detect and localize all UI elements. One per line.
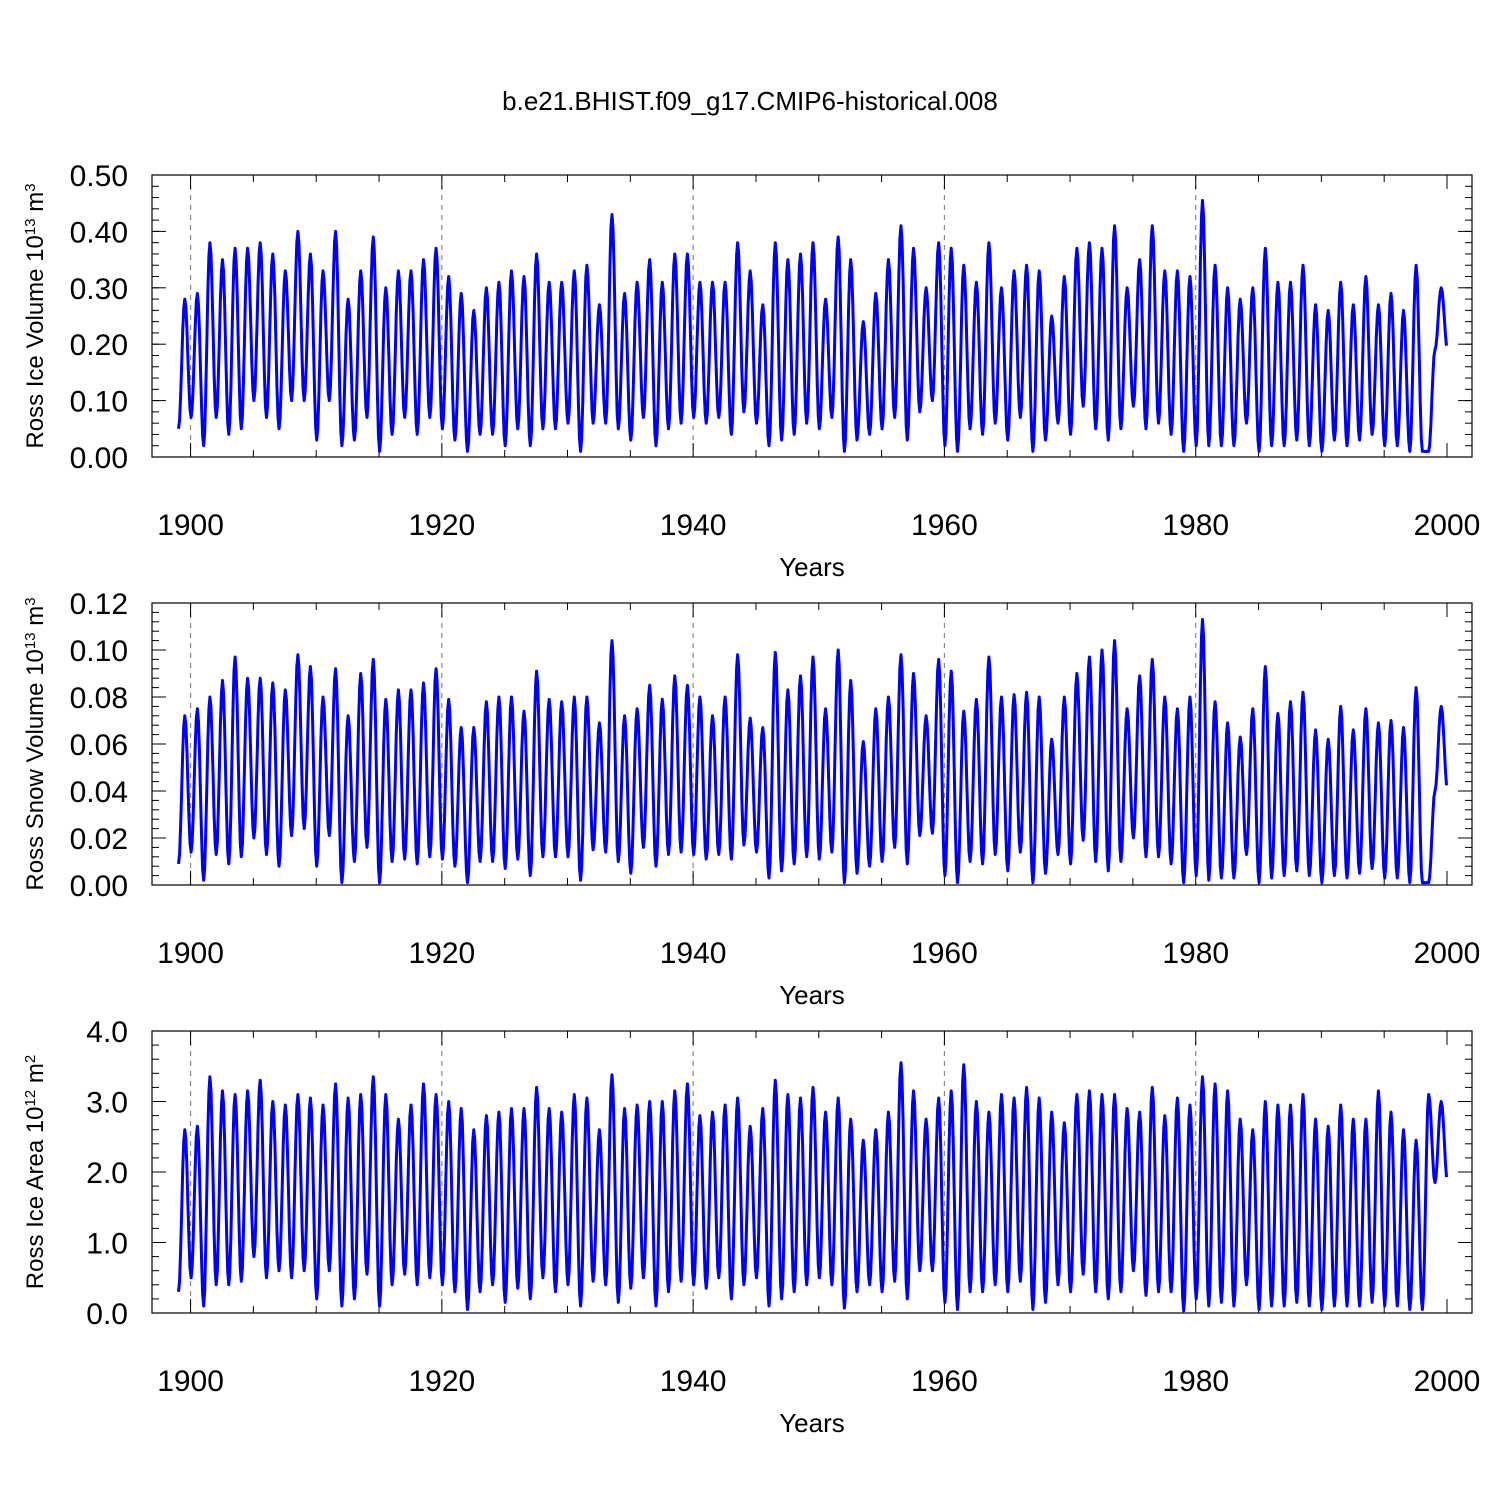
x-tick-label: 1920 bbox=[408, 1365, 475, 1398]
y-tick-label: 0.50 bbox=[70, 160, 128, 193]
y-tick-label: 0.10 bbox=[70, 635, 128, 668]
series-line bbox=[177, 198, 1448, 453]
x-tick-label: 1960 bbox=[911, 1365, 978, 1398]
y-tick-label: 2.0 bbox=[86, 1157, 128, 1190]
y-label-part: m bbox=[22, 192, 49, 219]
x-tick-label: 1900 bbox=[157, 937, 224, 970]
y-axis-label: Ross Snow Volume 1013 m3 bbox=[22, 597, 50, 890]
x-tick-label: 1920 bbox=[408, 937, 475, 970]
ice-area-panel: 0.0 1.0 2.0 3.0 4.0 1900 1920 1940 1960 1980 2000 Y… bbox=[22, 1016, 1481, 1438]
y-tick-label: 0.40 bbox=[70, 216, 128, 249]
y-label-exponent: 3 bbox=[22, 183, 39, 191]
y-tick-label: 0.0 bbox=[86, 1298, 128, 1331]
x-axis-label: Years bbox=[779, 1408, 845, 1438]
y-label-exponent: 13 bbox=[22, 218, 39, 235]
series-line bbox=[177, 1061, 1448, 1313]
x-tick-label: 1920 bbox=[408, 509, 475, 542]
y-label-exponent: 3 bbox=[22, 597, 39, 605]
x-tick-label: 1900 bbox=[157, 509, 224, 542]
x-tick-label: 1980 bbox=[1162, 1365, 1229, 1398]
plot-frame bbox=[151, 174, 1473, 458]
y-tick-label: 0.08 bbox=[70, 682, 128, 715]
x-tick-label: 1940 bbox=[660, 937, 727, 970]
y-tick-label: 0.06 bbox=[70, 729, 128, 762]
y-tick-label: 3.0 bbox=[86, 1087, 128, 1120]
y-label-part: Ross Snow Volume 10 bbox=[22, 649, 49, 890]
y-label-part: Ross Ice Area 10 bbox=[22, 1106, 49, 1289]
y-tick-label: 4.0 bbox=[86, 1016, 128, 1049]
y-tick-label: 0.04 bbox=[70, 776, 128, 809]
series-line bbox=[177, 618, 1448, 885]
y-tick-label: 0.12 bbox=[70, 588, 128, 621]
figure-title: b.e21.BHIST.f09_g17.CMIP6-historical.008 bbox=[502, 86, 998, 116]
y-tick-label: 0.00 bbox=[70, 870, 128, 903]
y-tick-label: 0.20 bbox=[70, 329, 128, 362]
y-axis-label: Ross Ice Volume 1013 m3 bbox=[22, 183, 50, 448]
y-tick-label: 1.0 bbox=[86, 1228, 128, 1261]
y-label-part: Ross Ice Volume 10 bbox=[22, 235, 49, 448]
x-tick-label: 1980 bbox=[1162, 937, 1229, 970]
x-tick-label: 1960 bbox=[911, 509, 978, 542]
x-tick-label: 1980 bbox=[1162, 509, 1229, 542]
x-tick-label: 1940 bbox=[660, 509, 727, 542]
x-tick-label: 1960 bbox=[911, 937, 978, 970]
y-label-part: m bbox=[22, 606, 49, 633]
snow-volume-panel: 0.00 0.02 0.04 0.06 0.08 0.10 0.12 1900 1920 1940… bbox=[22, 588, 1481, 1010]
y-label-exponent: 2 bbox=[22, 1055, 39, 1063]
ice-volume-panel: 0.00 0.10 0.20 0.30 0.40 0.50 1900 1920 1940 1960… bbox=[22, 160, 1481, 582]
y-label-exponent: 13 bbox=[22, 632, 39, 649]
x-axis-label: Years bbox=[779, 980, 845, 1010]
x-tick-label: 2000 bbox=[1414, 937, 1481, 970]
x-tick-label: 1940 bbox=[660, 1365, 727, 1398]
y-tick-label: 0.02 bbox=[70, 823, 128, 856]
y-label-exponent: 12 bbox=[22, 1090, 39, 1107]
y-label-part: m bbox=[22, 1063, 49, 1090]
y-tick-label: 0.10 bbox=[70, 386, 128, 419]
x-tick-label: 1900 bbox=[157, 1365, 224, 1398]
x-tick-label: 2000 bbox=[1414, 1365, 1481, 1398]
x-tick-label: 2000 bbox=[1414, 509, 1481, 542]
y-axis-label: Ross Ice Area 1012 m2 bbox=[22, 1055, 50, 1289]
x-axis-label: Years bbox=[779, 552, 845, 582]
y-tick-label: 0.00 bbox=[70, 442, 128, 475]
y-tick-label: 0.30 bbox=[70, 273, 128, 306]
